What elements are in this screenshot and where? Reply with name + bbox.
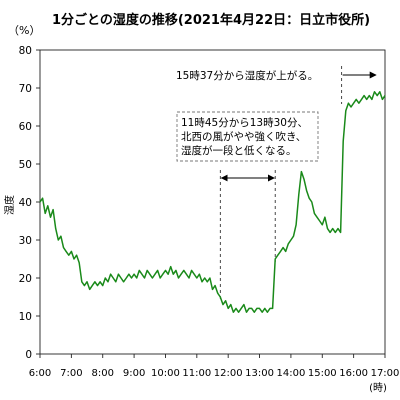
y-axis-label: 湿度: [3, 195, 16, 215]
x-tick-label: 13:00: [245, 368, 274, 379]
y-unit-label: （%）: [8, 24, 40, 37]
y-tick-label: 60: [19, 121, 32, 133]
x-tick-label: 8:00: [91, 368, 113, 379]
x-tick-label: 14:00: [276, 368, 305, 379]
chart-title: 1分ごとの湿度の推移(2021年4月22日：日立市役所): [52, 12, 370, 28]
wind-annotation-line-2: 北西の風がやや強く吹き、: [181, 130, 306, 143]
y-tick-label: 20: [19, 273, 32, 285]
plot-area: [39, 49, 386, 355]
y-tick-label: 50: [19, 159, 32, 171]
x-axis-unit-label: (時): [369, 382, 387, 394]
x-tick-label: 17:00: [371, 368, 400, 379]
time-marker-lines: [219, 66, 343, 300]
x-tick-label: 11:00: [182, 368, 211, 379]
y-tick-label: 40: [19, 197, 32, 209]
x-tick-label: 16:00: [339, 368, 368, 379]
y-tick-label: 70: [19, 83, 32, 95]
y-tick-label: 30: [19, 235, 32, 247]
y-tick-label: 0: [25, 349, 32, 361]
x-tick-label: 10:00: [151, 368, 180, 379]
x-tick-label: 6:00: [29, 368, 51, 379]
rise-annotation: 15時37分から湿度が上がる。: [176, 69, 318, 82]
wind-annotation-box: [176, 111, 319, 162]
y-axis: 0 10 20 30 40 50 60 70 80: [19, 45, 40, 361]
x-tick-label: 9:00: [123, 368, 145, 379]
humidity-series-line: [39, 91, 386, 313]
x-tick-label: 12:00: [214, 368, 243, 379]
wind-annotation-line-3: 湿度が一段と低くなる。: [181, 144, 297, 157]
x-axis: 6:00 7:00 8:00 9:00 10:00 11:00 12:00 13:00 14:0…: [29, 354, 400, 379]
wind-annotation-line-1: 11時45分から13時30分、: [181, 117, 308, 129]
x-tick-label: 15:00: [308, 368, 337, 379]
y-tick-label: 80: [19, 45, 32, 57]
y-tick-label: 10: [19, 311, 32, 323]
x-tick-label: 7:00: [60, 368, 82, 379]
